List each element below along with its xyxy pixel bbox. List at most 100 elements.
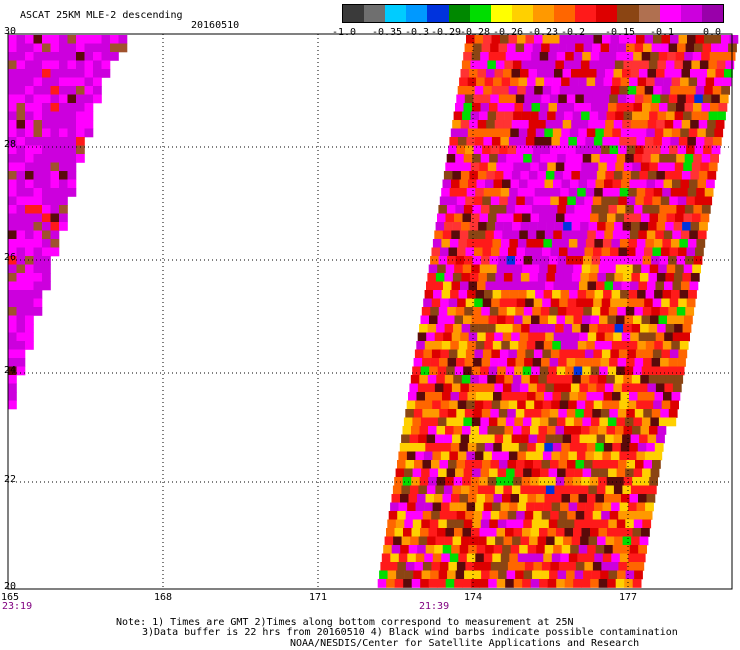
swath-cell bbox=[484, 443, 494, 452]
swath-cell bbox=[608, 205, 618, 214]
swath-cell bbox=[541, 358, 550, 367]
swath-cell bbox=[439, 460, 449, 469]
swath-cell bbox=[538, 375, 548, 384]
swath-cell bbox=[587, 281, 597, 291]
swath-cell bbox=[674, 324, 683, 333]
swath-cell bbox=[425, 392, 434, 401]
swath-cell bbox=[445, 528, 455, 537]
swath-cell bbox=[526, 553, 536, 563]
swath-cell bbox=[508, 400, 518, 410]
swath-cell bbox=[682, 324, 692, 333]
swath-cell bbox=[468, 281, 478, 291]
swath-cell bbox=[448, 298, 458, 308]
swath-cell bbox=[473, 511, 483, 520]
swath-cell bbox=[468, 383, 478, 393]
colorbar-segment bbox=[427, 5, 449, 22]
swath-cell bbox=[634, 94, 644, 104]
swath-cell bbox=[494, 332, 503, 342]
swath-cell bbox=[488, 579, 497, 588]
swath-cell bbox=[684, 52, 693, 61]
swath-cell bbox=[556, 366, 566, 376]
swath-cell bbox=[616, 205, 626, 214]
swath-cell bbox=[592, 94, 602, 104]
swath-cell bbox=[570, 494, 579, 503]
swath-cell bbox=[33, 69, 43, 78]
swath-cell bbox=[618, 562, 628, 571]
swath-cell bbox=[8, 154, 17, 163]
swath-cell bbox=[507, 145, 517, 155]
swath-cell bbox=[514, 315, 523, 325]
swath-cell bbox=[500, 137, 510, 146]
colorbar-tick-label: -0.3 bbox=[404, 27, 430, 38]
swath-cell bbox=[514, 205, 524, 214]
swath-cell bbox=[457, 298, 466, 308]
swath-cell bbox=[712, 35, 722, 44]
swath-cell bbox=[479, 264, 489, 274]
swath-cell bbox=[488, 52, 498, 61]
swath-cell bbox=[8, 171, 17, 180]
swath-cell bbox=[632, 477, 641, 486]
swath-cell bbox=[424, 341, 434, 350]
swath-cell bbox=[607, 579, 616, 588]
swath-cell bbox=[459, 392, 468, 401]
swath-cell bbox=[490, 460, 500, 469]
swath-cell bbox=[611, 341, 621, 350]
swath-cell bbox=[499, 145, 508, 155]
swath-cell bbox=[504, 375, 514, 384]
swath-cell bbox=[590, 579, 599, 588]
swath-cell bbox=[413, 358, 423, 367]
swath-cell bbox=[617, 307, 627, 316]
swath-cell bbox=[457, 451, 467, 461]
swath-cell bbox=[624, 366, 634, 376]
swath-cell bbox=[523, 205, 533, 214]
swath-cell bbox=[529, 536, 538, 546]
swath-cell bbox=[632, 528, 642, 537]
swath-cell bbox=[726, 52, 736, 61]
swath-cell bbox=[638, 281, 648, 291]
swath-cell bbox=[515, 307, 525, 316]
swath-cell bbox=[516, 298, 526, 308]
swath-cell bbox=[599, 468, 609, 478]
swath-cell bbox=[408, 545, 418, 554]
latitude-label: 28 bbox=[4, 139, 17, 150]
swath-cell bbox=[625, 307, 635, 316]
swath-cell bbox=[624, 52, 634, 61]
swath-cell bbox=[584, 298, 594, 308]
swath-cell bbox=[661, 86, 671, 95]
swath-cell bbox=[25, 188, 34, 197]
swath-cell bbox=[42, 69, 51, 78]
swath-cell bbox=[431, 460, 440, 469]
swath-cell bbox=[473, 358, 482, 367]
swath-cell bbox=[462, 426, 471, 435]
swath-cell bbox=[589, 324, 598, 333]
swath-cell bbox=[416, 392, 426, 401]
swath-cell bbox=[377, 579, 387, 588]
swath-cell bbox=[458, 290, 468, 299]
swath-cell bbox=[50, 77, 60, 87]
swath-cell bbox=[465, 247, 475, 257]
swath-cell bbox=[422, 460, 432, 469]
swath-cell bbox=[473, 145, 483, 155]
swath-cell bbox=[485, 332, 495, 342]
swath-cell bbox=[652, 196, 662, 206]
swath-cell bbox=[688, 290, 697, 299]
swath-cell bbox=[646, 392, 655, 401]
swath-cell bbox=[715, 69, 725, 78]
swath-cell bbox=[601, 145, 610, 155]
swath-cell bbox=[559, 247, 568, 257]
swath-cell bbox=[462, 111, 471, 121]
swath-cell bbox=[621, 179, 630, 189]
swath-cell bbox=[419, 477, 429, 486]
swath-cell bbox=[401, 434, 410, 444]
swath-cell bbox=[555, 111, 565, 121]
swath-cell bbox=[598, 528, 608, 537]
swath-cell bbox=[496, 579, 506, 588]
swath-cell bbox=[67, 171, 77, 180]
swath-cell bbox=[611, 502, 620, 512]
swath-cell bbox=[59, 94, 68, 104]
swath-cell bbox=[616, 103, 626, 112]
swath-cell bbox=[556, 315, 566, 325]
swath-cell bbox=[596, 69, 606, 78]
swath-cell bbox=[510, 179, 520, 189]
swath-cell bbox=[481, 256, 490, 265]
